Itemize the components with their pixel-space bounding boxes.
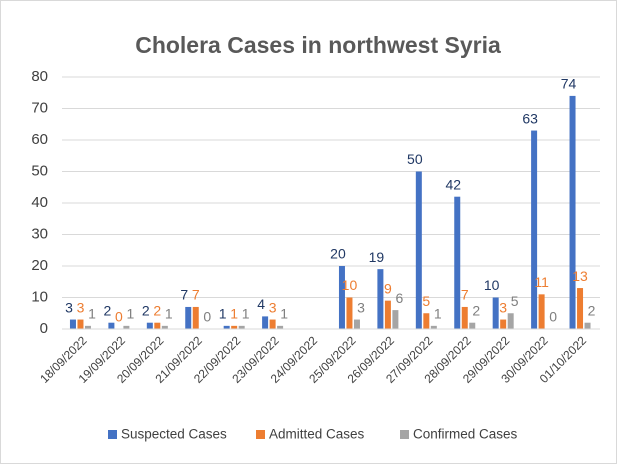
bar — [377, 269, 384, 329]
data-label: 1 — [230, 306, 238, 322]
data-label: 1 — [219, 306, 227, 322]
data-label: 1 — [280, 306, 288, 322]
data-label: 10 — [484, 277, 500, 293]
data-label: 5 — [422, 293, 430, 309]
chart-title: Cholera Cases in northwest Syria — [135, 32, 501, 58]
bar — [146, 322, 153, 329]
bar — [192, 306, 199, 329]
data-label: 0 — [549, 309, 557, 325]
data-label: 2 — [588, 302, 596, 318]
legend-label: Admitted Cases — [269, 427, 365, 442]
bar — [423, 313, 430, 329]
bar — [454, 196, 461, 329]
bar — [277, 325, 284, 329]
data-label: 74 — [561, 76, 577, 92]
data-label: 50 — [407, 151, 423, 167]
data-label: 7 — [180, 287, 188, 303]
y-tick-label: 10 — [31, 288, 48, 305]
data-label: 6 — [395, 290, 403, 306]
bar — [392, 310, 399, 329]
bar — [231, 325, 238, 329]
bar — [123, 325, 130, 329]
bar — [577, 288, 584, 329]
bar — [69, 319, 76, 329]
data-label: 2 — [472, 302, 480, 318]
bar — [584, 322, 591, 329]
y-tick-label: 20 — [31, 257, 48, 274]
bar — [84, 325, 91, 329]
data-label: 9 — [384, 280, 392, 296]
bar — [492, 297, 499, 329]
bar — [185, 306, 192, 329]
bar — [538, 294, 545, 329]
data-label: 5 — [511, 293, 519, 309]
legend-swatch — [400, 430, 409, 439]
data-label: 0 — [203, 309, 211, 325]
bar — [430, 325, 437, 329]
bar — [108, 322, 115, 329]
y-tick-label: 40 — [31, 194, 48, 211]
bar — [262, 316, 269, 329]
legend-label: Suspected Cases — [121, 427, 227, 442]
data-label: 1 — [434, 306, 442, 322]
data-label: 0 — [115, 309, 123, 325]
bar — [500, 319, 507, 329]
bar — [353, 319, 360, 329]
data-label: 1 — [88, 306, 96, 322]
legend-swatch — [256, 430, 265, 439]
bar — [238, 325, 245, 329]
bar — [415, 171, 422, 329]
bar — [569, 95, 576, 330]
bar — [461, 306, 468, 329]
bar — [346, 297, 353, 329]
bar — [384, 300, 391, 329]
bar — [269, 319, 276, 329]
data-label: 20 — [330, 246, 346, 262]
data-label: 42 — [445, 176, 461, 192]
data-label: 3 — [357, 299, 365, 315]
bar — [507, 313, 514, 329]
data-label: 7 — [461, 287, 469, 303]
data-label: 3 — [269, 299, 277, 315]
y-tick-label: 50 — [31, 162, 48, 179]
y-tick-label: 30 — [31, 225, 48, 242]
data-label: 63 — [522, 110, 538, 126]
bar — [77, 319, 84, 329]
data-label: 2 — [103, 302, 111, 318]
legend-swatch — [108, 430, 117, 439]
y-tick-label: 60 — [31, 131, 48, 148]
data-label: 3 — [499, 299, 507, 315]
data-label: 7 — [192, 287, 200, 303]
data-label: 13 — [572, 268, 588, 284]
data-label: 11 — [534, 274, 549, 290]
y-tick-label: 0 — [40, 320, 48, 337]
bar — [154, 322, 161, 329]
data-label: 4 — [257, 296, 265, 312]
y-tick-label: 70 — [31, 99, 48, 116]
bar — [469, 322, 476, 329]
bar — [161, 325, 168, 329]
data-label: 1 — [165, 306, 173, 322]
bar — [531, 130, 538, 329]
data-label: 2 — [142, 302, 150, 318]
data-label: 3 — [65, 299, 73, 315]
bar — [338, 266, 345, 329]
data-label: 3 — [77, 299, 85, 315]
data-label: 10 — [342, 277, 358, 293]
data-label: 2 — [153, 302, 161, 318]
data-label: 1 — [242, 306, 250, 322]
y-tick-label: 80 — [31, 68, 48, 85]
bar — [223, 325, 230, 329]
data-label: 1 — [126, 306, 134, 322]
legend-label: Confirmed Cases — [413, 427, 518, 442]
data-label: 19 — [369, 249, 385, 265]
